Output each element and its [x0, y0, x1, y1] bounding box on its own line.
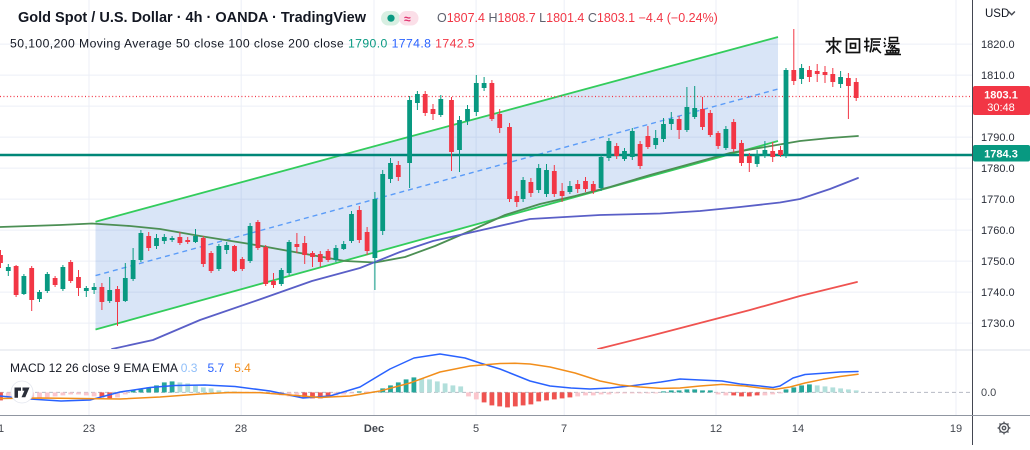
- svg-text:50,100,200 Moving Average 50 c: 50,100,200 Moving Average 50 close 100 c…: [10, 37, 475, 51]
- svg-text:1760.0: 1760.0: [981, 225, 1015, 237]
- svg-text:14: 14: [792, 423, 804, 435]
- svg-text:23: 23: [83, 423, 95, 435]
- svg-text:USD: USD: [985, 8, 1009, 20]
- svg-text:5: 5: [473, 423, 479, 435]
- svg-text:≈: ≈: [404, 12, 411, 26]
- svg-text:1810.0: 1810.0: [981, 70, 1015, 82]
- svg-text:0.0: 0.0: [981, 387, 996, 399]
- svg-text:Dec: Dec: [364, 423, 384, 435]
- svg-text:1770.0: 1770.0: [981, 194, 1015, 206]
- svg-text:12: 12: [710, 423, 722, 435]
- svg-text:1803.1: 1803.1: [984, 90, 1018, 102]
- svg-text:O1807.4 H1808.7 L1801.4 C1803.: O1807.4 H1808.7 L1801.4 C1803.1 −4.4 (−0…: [437, 11, 718, 25]
- svg-text:1820.0: 1820.0: [981, 39, 1015, 51]
- svg-text:MACD 12 26 close 9 EMA EMA 0.3: MACD 12 26 close 9 EMA EMA 0.3 5.7 5.4: [10, 361, 251, 375]
- svg-text:1790.0: 1790.0: [981, 132, 1015, 144]
- svg-text:30:48: 30:48: [987, 102, 1015, 114]
- svg-text:1740.0: 1740.0: [981, 287, 1015, 299]
- svg-text:1750.0: 1750.0: [981, 256, 1015, 268]
- svg-text:1780.0: 1780.0: [981, 163, 1015, 175]
- svg-text:1: 1: [0, 423, 4, 435]
- svg-text:Gold Spot / U.S. Dollar · 4h ·: Gold Spot / U.S. Dollar · 4h · OANDA · T…: [18, 10, 367, 26]
- svg-text:19: 19: [950, 423, 962, 435]
- svg-text:7: 7: [561, 423, 567, 435]
- svg-text:1730.0: 1730.0: [981, 318, 1015, 330]
- svg-text:28: 28: [235, 423, 247, 435]
- svg-text:1784.3: 1784.3: [984, 148, 1018, 160]
